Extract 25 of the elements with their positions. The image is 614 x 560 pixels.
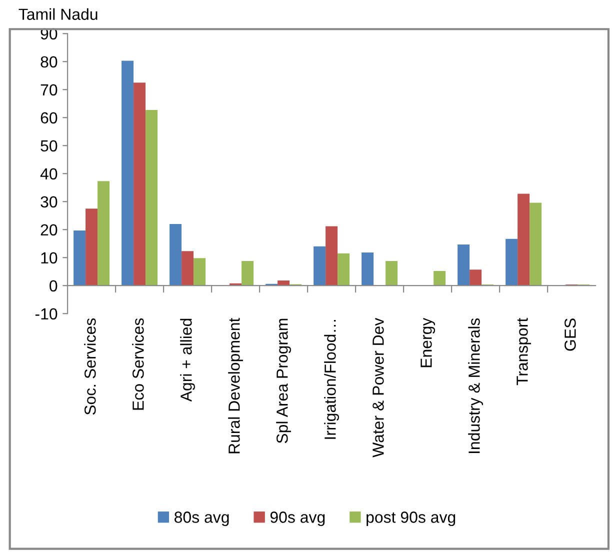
y-tick-label: 30: [40, 196, 58, 208]
x-tick-label: GES: [564, 318, 576, 351]
y-tick-label: 60: [40, 112, 58, 124]
y-tick-label: 40: [40, 168, 58, 180]
x-tick-label: Transport: [516, 318, 532, 386]
x-tick-label: Soc. Services: [84, 318, 96, 415]
chart-title: Tamil Nadu: [18, 8, 98, 20]
x-tick-label: Eco Services: [132, 318, 144, 410]
x-tick-label: Energy: [420, 318, 436, 368]
y-tick-label: 50: [40, 140, 58, 152]
y-tick-label: 20: [40, 224, 58, 236]
x-tick-label: Industry & Minerals: [468, 318, 484, 454]
x-tick-label: Spl Area Program: [276, 318, 291, 444]
legend-label: 90s avg: [270, 512, 325, 526]
legend-label: 80s avg: [174, 512, 229, 526]
x-tick-label: Irrigation/Flood…: [324, 320, 340, 439]
x-tick-label: Rural Development: [228, 318, 243, 454]
y-tick-label: 70: [40, 84, 58, 96]
x-tick-label: Water & Power Dev: [372, 318, 384, 458]
y-tick-label: 80: [40, 56, 58, 68]
y-tick-label: 0: [50, 280, 58, 292]
x-tick-label: Agri + allied: [180, 318, 195, 402]
y-tick-label: -10: [35, 308, 58, 320]
y-tick-label: 10: [41, 252, 58, 264]
legend-label: post 90s avg: [366, 512, 456, 526]
